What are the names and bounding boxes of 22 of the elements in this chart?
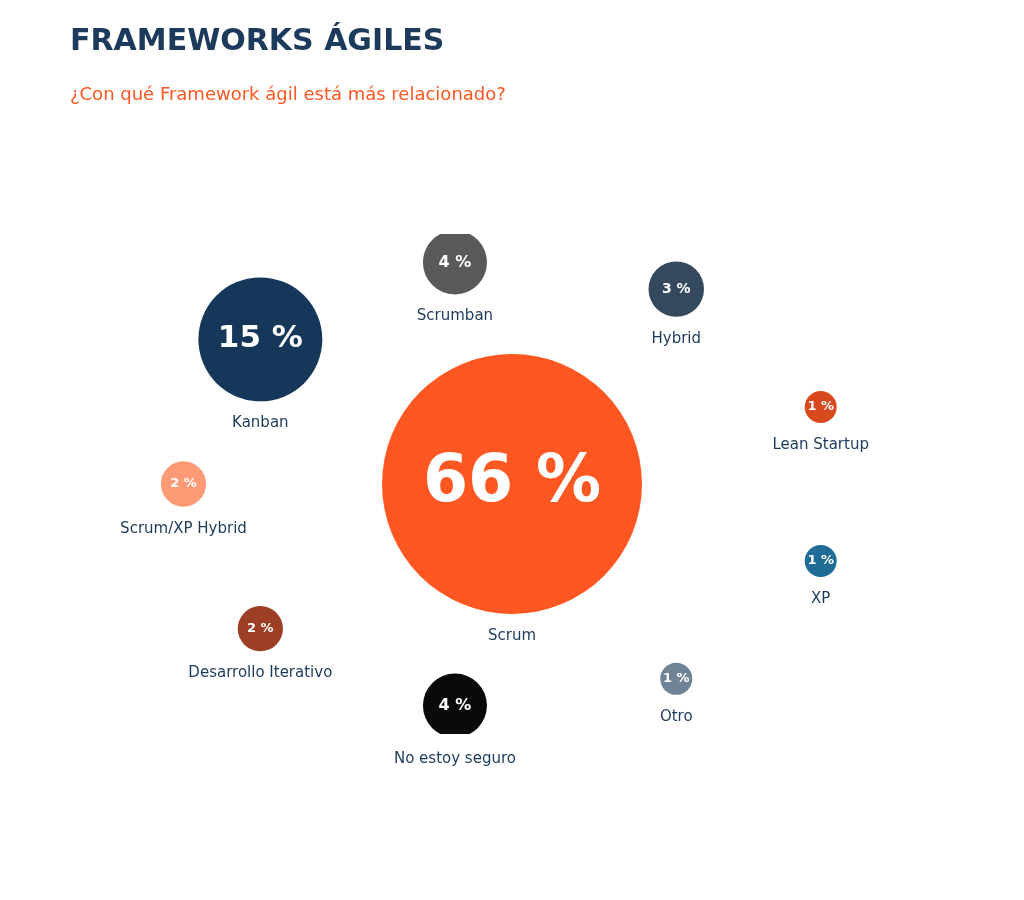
data-label: 2 % xyxy=(170,475,197,491)
category-label: Scrumban xyxy=(416,306,494,325)
data-label: 1 % xyxy=(807,398,835,414)
category-label: Scrum xyxy=(487,625,537,644)
data-label: 66 % xyxy=(422,440,602,516)
data-label: 1 % xyxy=(662,670,690,686)
data-label: 15 % xyxy=(217,318,303,355)
data-label: 2 % xyxy=(247,620,274,635)
category-label: Otro xyxy=(659,706,693,725)
data-label: 4 % xyxy=(438,694,472,714)
data-label: 4 % xyxy=(438,251,472,271)
category-label: Lean Startup xyxy=(772,434,869,453)
category-label: Kanban xyxy=(232,413,289,432)
text: FRAMEWORKS ÁGILES xyxy=(70,22,446,57)
category-label: No estoy seguro xyxy=(393,749,516,768)
data-label: 3 % xyxy=(661,279,691,296)
data-label: 1 % xyxy=(807,552,835,568)
text: ¿Con qué Framework ágil está más relacionado? xyxy=(70,83,507,104)
category-label: Desarrollo Iterativo xyxy=(188,663,333,682)
category-label: Scrum/XP Hybrid xyxy=(120,518,247,537)
category-label: XP xyxy=(811,588,831,607)
category-label: Hybrid xyxy=(651,328,702,347)
